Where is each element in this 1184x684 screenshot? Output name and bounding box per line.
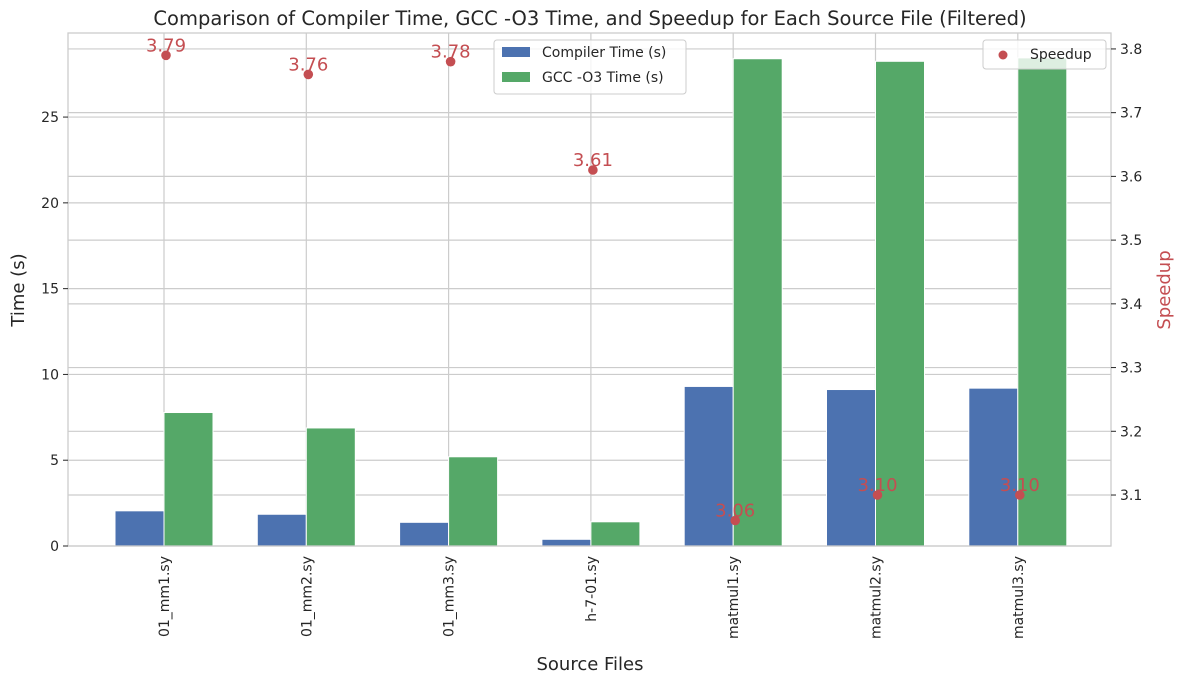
legend-bars: Compiler Time (s) GCC -O3 Time (s) (493, 39, 687, 95)
x-tick-label: matmul1.sy (726, 556, 742, 639)
x-tick-label: h-7-01.sy (584, 556, 600, 622)
speedup-point (730, 515, 740, 526)
x-tick-label: matmul2.sy (869, 556, 885, 639)
x-axis-ticks: 01_mm1.sy 01_mm2.sy 01_mm3.sy h-7-01.sy matm… (157, 556, 1027, 639)
bar-compiler-time (114, 510, 165, 547)
y2-tick-label: 3.6 (1120, 169, 1142, 185)
legend-swatch-gcc (502, 72, 530, 82)
speedup-point (303, 69, 314, 80)
speedup-point (588, 165, 598, 175)
chart-title: Comparison of Compiler Time, GCC -O3 Tim… (153, 7, 1026, 30)
speedup-point (1015, 490, 1025, 500)
x-tick-label: matmul3.sy (1011, 556, 1027, 639)
bar-gcc-time (448, 456, 499, 547)
bar-gcc-time (163, 412, 214, 547)
y-tick-label: 15 (41, 282, 59, 298)
speedup-point (872, 490, 883, 500)
y-axis-right-ticks: 3.1 3.2 3.3 3.4 3.5 3.6 3.7 3.8 (1111, 42, 1142, 504)
bar-compiler-time (256, 513, 307, 547)
y-tick-label: 0 (50, 539, 59, 555)
y2-tick-label: 3.8 (1120, 42, 1142, 58)
speedup-label: 3.10 (857, 475, 897, 496)
bar-compiler-time (399, 521, 450, 547)
bar-compiler-time (683, 385, 734, 547)
plot-frame (67, 32, 1112, 547)
bar-gcc-time (305, 427, 356, 547)
x-tick-label: 01_mm2.sy (299, 556, 315, 637)
speedup-label: 3.79 (146, 35, 186, 56)
y2-tick-label: 3.4 (1120, 297, 1142, 313)
y-tick-label: 10 (41, 367, 59, 383)
y-axis-left-ticks: 0 5 10 15 20 25 (41, 110, 68, 555)
speedup-label: 3.78 (431, 42, 471, 63)
speedup-label: 3.61 (573, 150, 613, 171)
y-axis-label: Time (s) (8, 253, 29, 327)
y-tick-label: 5 (50, 453, 59, 469)
legend-marker-speedup (998, 50, 1008, 60)
bar-gcc-time (875, 60, 925, 547)
legend-scatter: Speedup (982, 39, 1107, 70)
bar-compiler-time (826, 389, 876, 547)
legend-label-compiler: Compiler Time (s) (542, 45, 666, 61)
speedup-points: 3.79 3.76 3.78 3.61 3.06 3.10 3.10 (146, 35, 1040, 526)
y2-tick-label: 3.3 (1120, 361, 1142, 377)
speedup-label: 3.76 (288, 54, 328, 75)
legend-label-gcc: GCC -O3 Time (s) (542, 70, 664, 86)
bar-gcc-time (590, 521, 641, 547)
x-tick-label: 01_mm3.sy (442, 556, 458, 637)
bar-gcc-time (1017, 57, 1068, 547)
y2-tick-label: 3.5 (1120, 233, 1142, 249)
y2-axis-label: Speedup (1154, 250, 1175, 329)
y2-tick-label: 3.1 (1120, 488, 1142, 504)
y2-tick-label: 3.2 (1120, 424, 1142, 440)
y-tick-label: 25 (41, 110, 59, 126)
x-tick-label: 01_mm1.sy (157, 556, 173, 637)
bar-gcc-time (732, 58, 783, 547)
bar-compiler-time (541, 538, 592, 547)
y-tick-label: 20 (41, 196, 59, 212)
y2-tick-label: 3.7 (1120, 106, 1142, 122)
bar-compiler-time (968, 387, 1019, 547)
speedup-point (161, 50, 171, 61)
speedup-point (445, 56, 456, 67)
speedup-label: 3.06 (715, 501, 755, 522)
legend-swatch-compiler (502, 47, 530, 57)
speedup-label: 3.10 (1000, 475, 1040, 496)
legend-label-speedup: Speedup (1030, 47, 1092, 63)
x-axis-label: Source Files (536, 654, 643, 675)
bars-group (114, 57, 1068, 547)
